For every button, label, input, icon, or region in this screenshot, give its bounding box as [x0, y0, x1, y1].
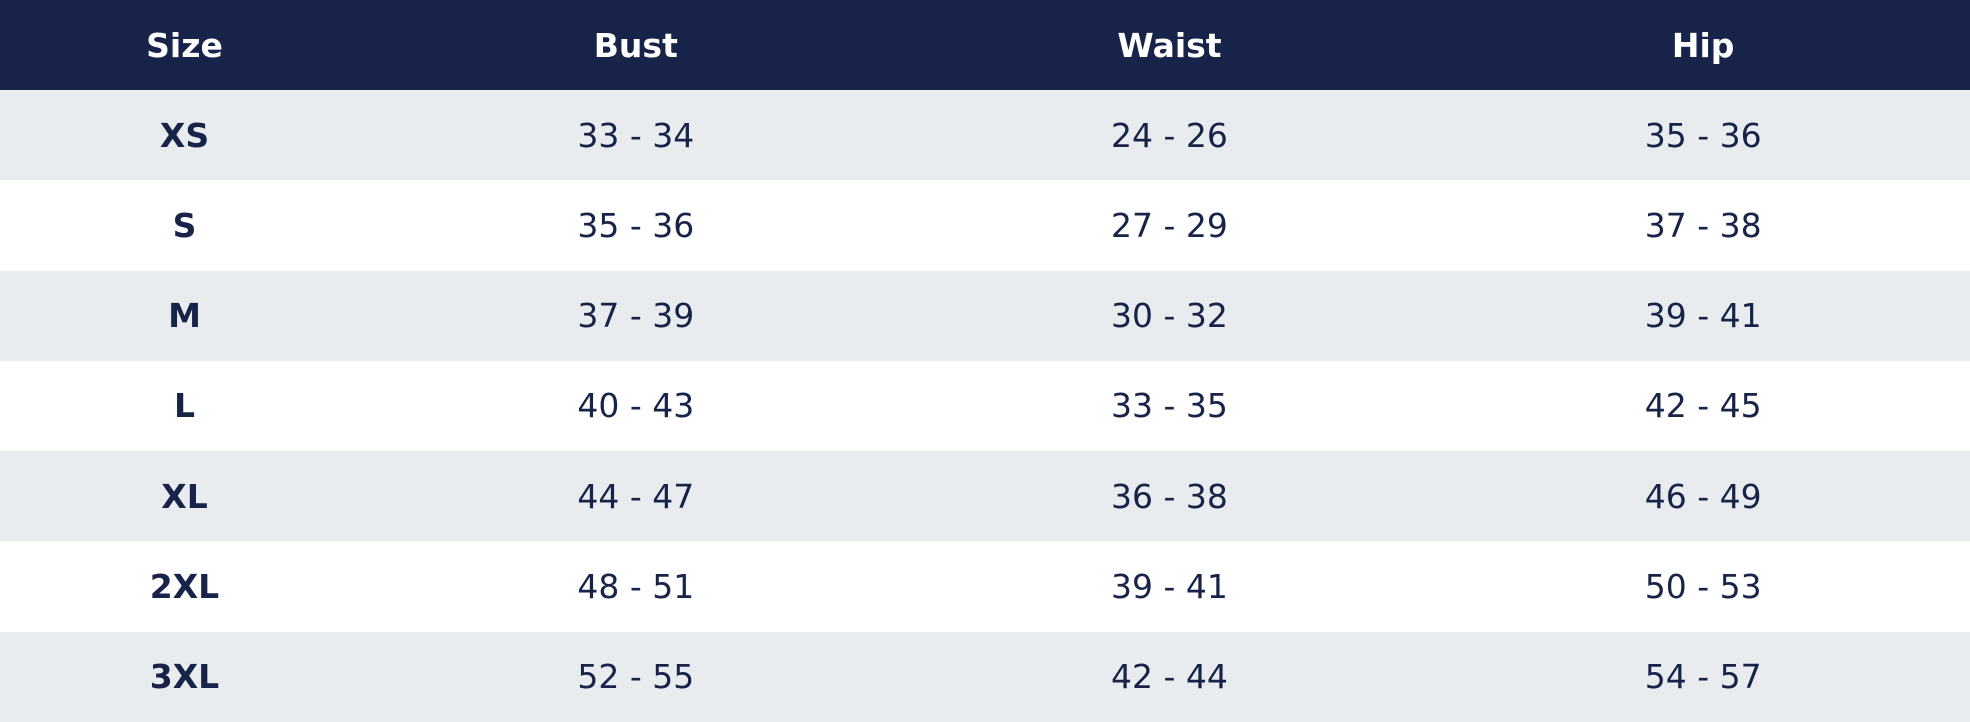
table-header: Size Bust Waist Hip — [0, 0, 1970, 90]
table-row: S 35 - 36 27 - 29 37 - 38 — [0, 180, 1970, 271]
table-row: 3XL 52 - 55 42 - 44 54 - 57 — [0, 631, 1970, 722]
measurement-cell: 40 - 43 — [369, 360, 903, 452]
measurement-cell: 39 - 41 — [902, 541, 1437, 632]
measurement-cell: 37 - 39 — [369, 270, 903, 361]
measurement-cell: 37 - 38 — [1436, 180, 1970, 271]
measurement-cell: 27 - 29 — [902, 180, 1437, 271]
table-row: M 37 - 39 30 - 32 39 - 41 — [0, 270, 1970, 361]
measurement-cell: 42 - 45 — [1436, 360, 1970, 452]
size-cell: S — [0, 180, 369, 271]
measurement-cell: 54 - 57 — [1436, 631, 1970, 722]
measurement-cell: 52 - 55 — [369, 631, 903, 722]
measurement-cell: 30 - 32 — [902, 270, 1437, 361]
measurement-cell: 48 - 51 — [369, 541, 903, 632]
measurement-cell: 24 - 26 — [902, 90, 1437, 181]
table-body: XS 33 - 34 24 - 26 35 - 36 S 35 - 36 27 - 29 37… — [0, 90, 1970, 722]
measurement-cell: 35 - 36 — [1436, 90, 1970, 181]
size-cell: M — [0, 270, 369, 361]
column-header: Size — [0, 0, 369, 90]
table-row: L 40 - 43 33 - 35 42 - 45 — [0, 360, 1970, 452]
measurement-cell: 44 - 47 — [369, 451, 903, 542]
measurement-cell: 33 - 35 — [902, 360, 1437, 452]
measurement-cell: 39 - 41 — [1436, 270, 1970, 361]
size-cell: XL — [0, 451, 369, 542]
table-row: XL 44 - 47 36 - 38 46 - 49 — [0, 451, 1970, 542]
measurement-cell: 42 - 44 — [902, 631, 1437, 722]
size-cell: 3XL — [0, 631, 369, 722]
column-header: Hip — [1436, 0, 1970, 90]
table-row: 2XL 48 - 51 39 - 41 50 - 53 — [0, 541, 1970, 632]
size-cell: XS — [0, 90, 369, 181]
size-cell: L — [0, 360, 369, 452]
measurement-cell: 50 - 53 — [1436, 541, 1970, 632]
measurement-cell: 36 - 38 — [902, 451, 1437, 542]
measurement-cell: 35 - 36 — [369, 180, 903, 271]
size-cell: 2XL — [0, 541, 369, 632]
column-header: Bust — [369, 0, 903, 90]
column-header: Waist — [902, 0, 1437, 90]
header-row: Size Bust Waist Hip — [0, 0, 1970, 90]
measurement-cell: 33 - 34 — [369, 90, 903, 181]
table-row: XS 33 - 34 24 - 26 35 - 36 — [0, 90, 1970, 181]
measurement-cell: 46 - 49 — [1436, 451, 1970, 542]
